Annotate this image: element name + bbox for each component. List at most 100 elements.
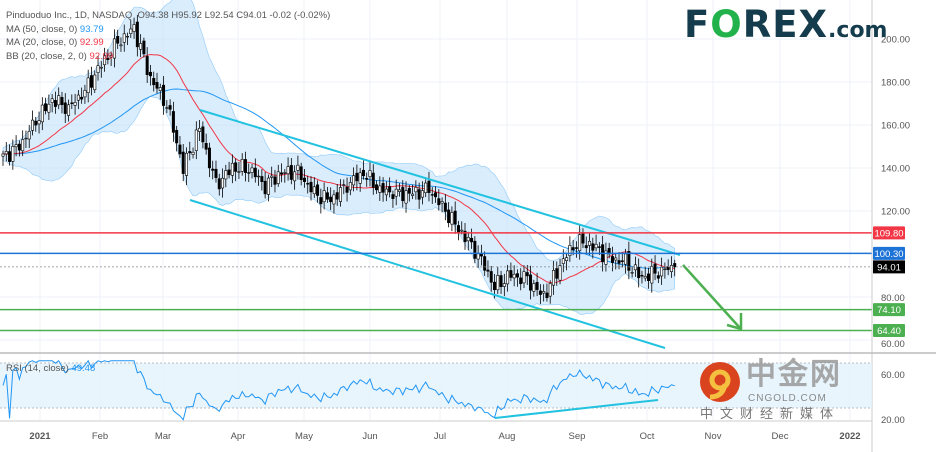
candle-body	[555, 268, 559, 279]
rsi-value: 49.48	[71, 363, 96, 374]
candle-body	[368, 170, 372, 178]
candle-body	[535, 282, 539, 290]
trend-line-lower	[189, 199, 666, 349]
candle-body	[483, 256, 487, 271]
x-tick-label: Aug	[499, 431, 516, 442]
candle-body	[316, 184, 320, 196]
candle-body	[355, 172, 359, 182]
candle-body	[325, 192, 329, 200]
candle-body	[188, 151, 192, 154]
candle-body	[175, 129, 179, 144]
x-tick-label: 2022	[839, 431, 860, 442]
candle-body	[99, 66, 103, 69]
candle-body	[260, 176, 264, 182]
candle-body	[191, 151, 195, 155]
candle-body	[145, 56, 149, 75]
candle-body	[440, 201, 444, 204]
rsi-line	[2, 359, 675, 421]
candle-body	[247, 172, 251, 174]
candle-body	[647, 273, 651, 281]
bollinger-band	[2, 0, 676, 315]
candle-body	[93, 74, 97, 91]
candle-body	[640, 274, 644, 277]
candle-body	[224, 170, 228, 180]
ma50-label[interactable]: MA (50, close, 0)	[6, 23, 78, 35]
candle-body	[1, 153, 5, 157]
candle-body	[230, 162, 234, 176]
bb-label[interactable]: BB (20, close, 2, 0)	[6, 50, 87, 62]
candle-body	[378, 185, 382, 193]
x-tick-label: Feb	[92, 431, 108, 442]
candle-body	[669, 265, 673, 272]
candle-body	[119, 44, 123, 47]
candle-body	[165, 107, 169, 109]
candle-body	[660, 266, 664, 277]
candle-body	[525, 272, 529, 277]
forecast-arrow-head	[726, 313, 743, 331]
y-tick-label: 120.00	[881, 207, 910, 218]
candle-body	[60, 97, 64, 105]
candle-body	[489, 271, 493, 283]
last-price-tag	[873, 260, 905, 274]
candle-body	[338, 187, 342, 202]
candle-body	[663, 268, 667, 271]
candle-body	[63, 102, 67, 114]
rsi-label[interactable]: RSI (14, close)	[6, 363, 69, 374]
x-tick-label: Jul	[434, 431, 446, 442]
candle-body	[201, 126, 205, 143]
candle-body	[57, 95, 61, 106]
trend-line-upper	[199, 109, 681, 256]
candle-body	[162, 84, 166, 106]
candle-body	[67, 104, 71, 116]
candle-body	[132, 24, 136, 32]
candle-body	[358, 172, 362, 184]
y-tick-label: 160.00	[881, 121, 910, 132]
x-tick-label: Sep	[569, 431, 586, 442]
candle-body	[27, 131, 31, 140]
y-tick-label: 80.00	[881, 293, 905, 304]
candle-body	[401, 187, 405, 202]
y-tick-label: 140.00	[881, 164, 910, 175]
candle-body	[106, 57, 110, 60]
candle-body	[578, 234, 582, 252]
candle-body	[96, 65, 100, 73]
candle-body	[14, 144, 18, 148]
candle-body	[47, 103, 51, 113]
candle-body	[538, 290, 542, 295]
candle-body	[112, 38, 116, 59]
candle-body	[447, 209, 451, 224]
candle-body	[240, 158, 244, 172]
candle-body	[365, 178, 369, 180]
candle-body	[473, 240, 477, 259]
candle-body	[437, 198, 441, 206]
watermark-sub: 中文财经新媒体	[700, 406, 841, 421]
candle-body	[617, 260, 621, 264]
candle-body	[276, 171, 280, 184]
candle-body	[620, 260, 624, 262]
candle-body	[453, 210, 457, 225]
candle-body	[237, 171, 241, 173]
candle-body	[250, 167, 254, 173]
candle-body	[322, 190, 326, 203]
candle-body	[4, 151, 8, 155]
candle-body	[532, 283, 536, 292]
candle-body	[506, 270, 510, 285]
candle-body	[496, 275, 500, 291]
candle-body	[515, 273, 519, 278]
candle-body	[184, 152, 188, 176]
ma50-value: 93.79	[79, 23, 104, 35]
candle-body	[653, 263, 657, 274]
rsi-divergence-line	[494, 399, 659, 419]
candle-body	[558, 265, 562, 281]
rsi-y-tick-label: 60.00	[881, 370, 905, 381]
candle-body	[637, 267, 641, 279]
candle-body	[44, 103, 48, 112]
candle-body	[597, 246, 601, 248]
candle-body	[139, 43, 143, 50]
candle-body	[335, 192, 339, 200]
watermark-text: 中金网	[746, 358, 842, 391]
forecast-arrow	[682, 264, 741, 329]
ma20-label[interactable]: MA (20, close, 0)	[6, 37, 78, 48]
candle-body	[574, 247, 578, 249]
